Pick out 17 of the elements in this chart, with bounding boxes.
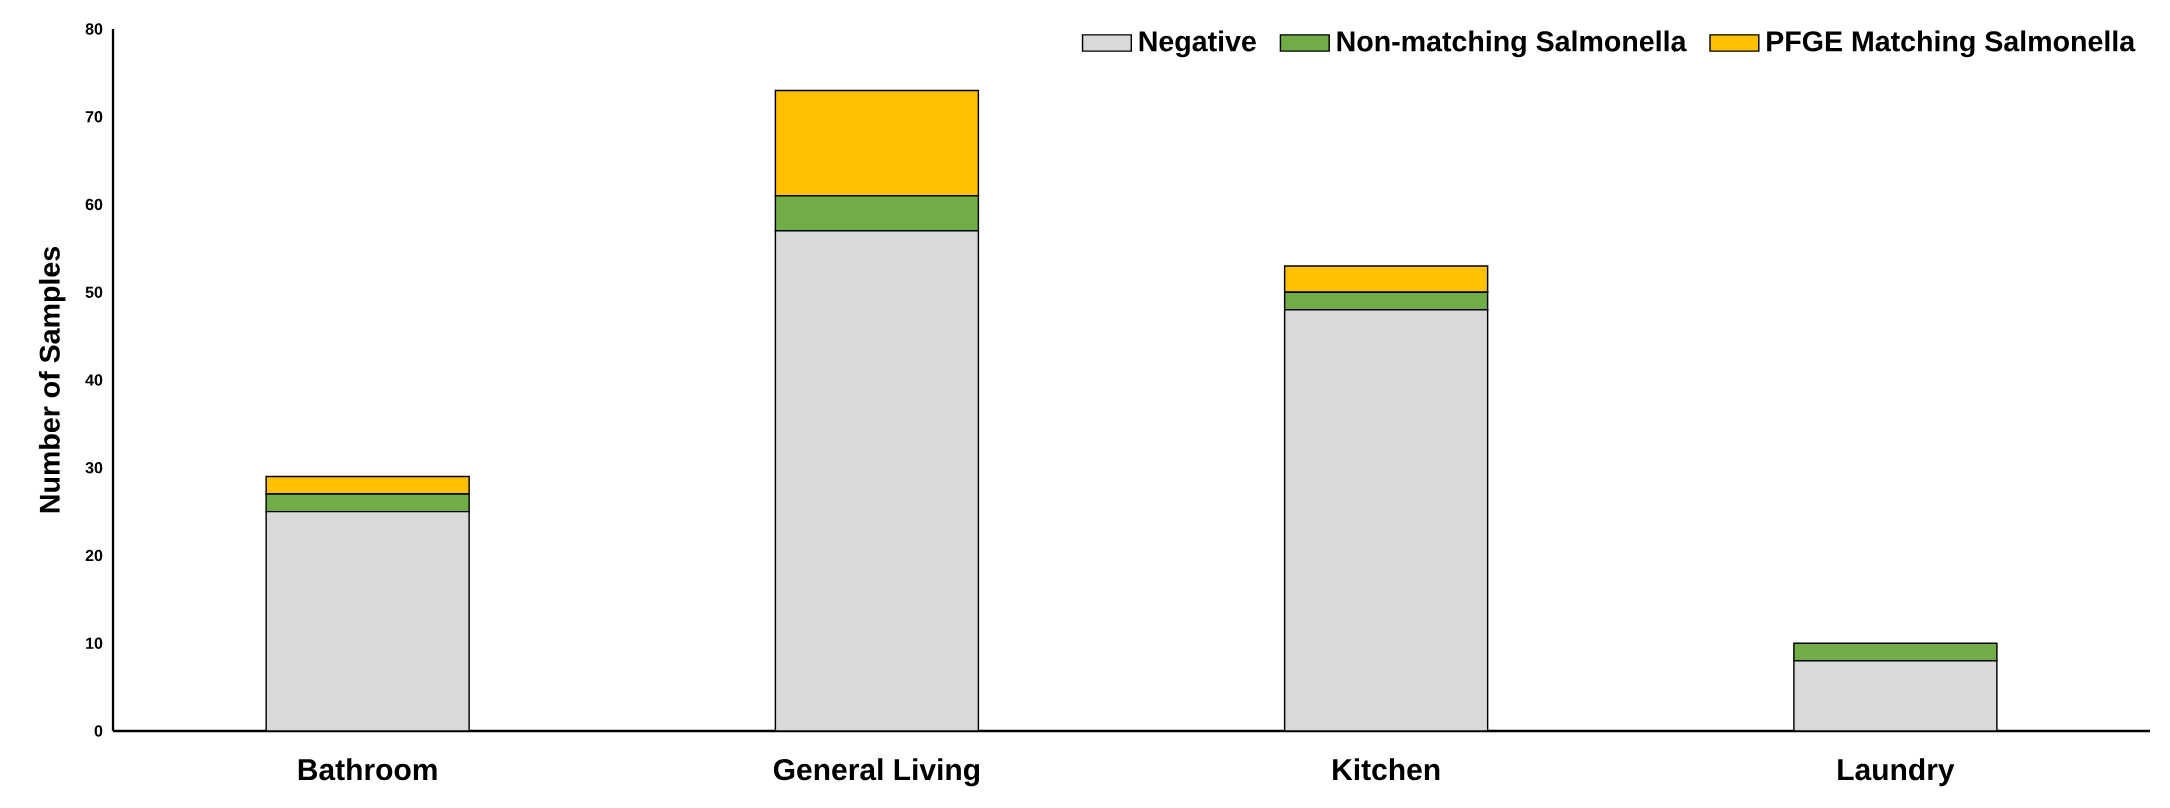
y-tick-label: 20 [85,549,103,562]
legend-label: Negative [1139,30,1256,58]
legend-label: PFGE Matching Salmonella [1767,30,2136,58]
x-tick-label: General Living [773,758,980,787]
x-tick-label: Bathroom [298,758,437,781]
y-tick-label: 0 [94,725,103,737]
y-tick-label: 70 [85,111,103,123]
x-tick-label: Kitchen [1333,758,1440,781]
x-tick-label: Laundry [1838,758,1955,787]
y-tick-label: 80 [85,23,103,35]
y-tick-label: 40 [85,374,103,386]
y-tick-label: 30 [85,462,103,474]
y-tick-label: 10 [86,637,103,649]
y-tick-label: 50 [85,286,103,298]
y-tick-label: 60 [85,198,103,211]
legend-label: Non-matching Salmonella [1337,30,1687,58]
y-axis-title: Number of Samples [38,247,66,513]
